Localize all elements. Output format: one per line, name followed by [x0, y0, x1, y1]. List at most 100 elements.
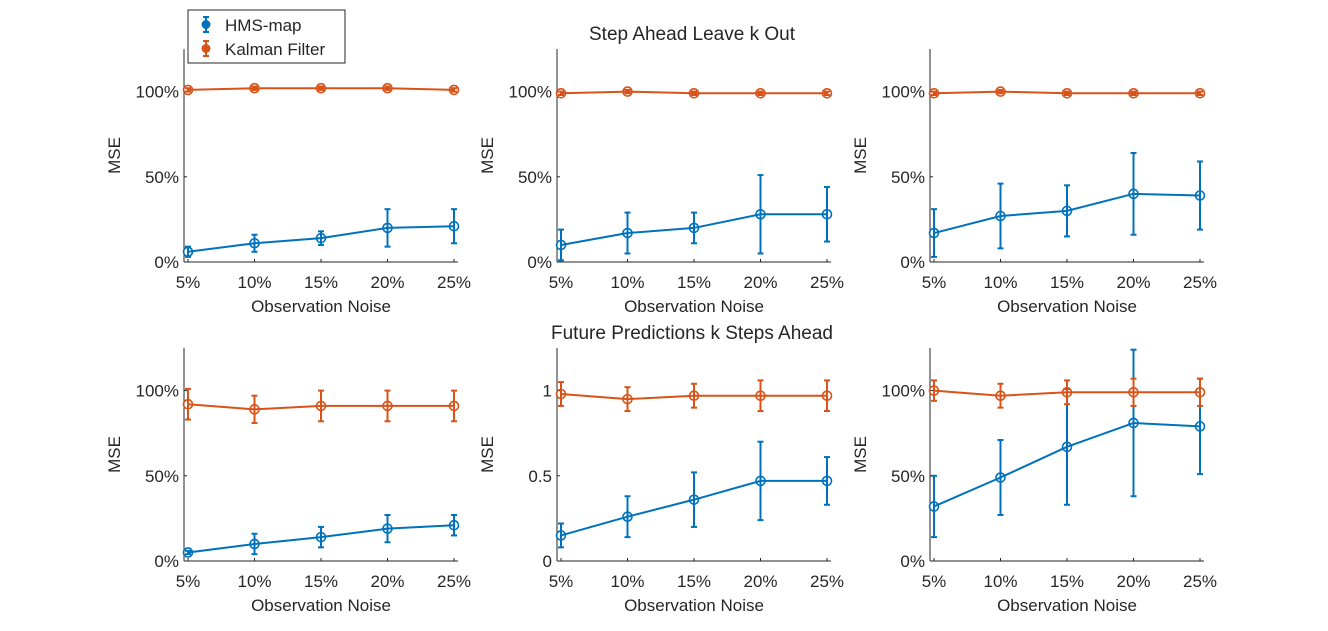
data-point	[1128, 188, 1139, 200]
y-tick-label: 50%	[145, 467, 179, 486]
error-bar	[185, 87, 191, 93]
error-bar	[1064, 90, 1070, 97]
data-point	[249, 404, 260, 415]
data-point	[448, 400, 460, 412]
y-axis-label: MSE	[851, 436, 870, 473]
error-bar	[384, 208, 391, 248]
x-tick-label: 10%	[237, 572, 271, 591]
error-bar	[558, 90, 564, 97]
error-bar	[384, 389, 391, 423]
data-point	[995, 390, 1006, 402]
error-bar	[624, 495, 631, 539]
series-kalman-filter	[182, 387, 460, 424]
x-tick-label: 20%	[743, 572, 777, 591]
data-point	[995, 472, 1006, 483]
series-kalman-filter	[555, 379, 833, 413]
series-hms-map	[928, 151, 1206, 258]
data-point	[382, 82, 393, 94]
x-tick-label: 15%	[677, 273, 711, 292]
y-tick-label: 0%	[900, 552, 925, 571]
data-point	[821, 475, 833, 487]
y-tick-label: 0%	[154, 552, 179, 571]
error-bar	[931, 208, 937, 258]
error-bar	[1130, 377, 1137, 407]
data-point	[1194, 190, 1206, 201]
y-tick-label: 100%	[882, 382, 925, 401]
error-bar	[318, 85, 324, 91]
x-tick-label: 20%	[370, 273, 404, 292]
error-bar	[824, 186, 830, 243]
data-point	[928, 227, 940, 239]
y-tick-label: 100%	[509, 83, 552, 102]
x-tick-label: 5%	[549, 273, 574, 292]
data-point	[315, 400, 327, 412]
error-bar	[251, 394, 258, 424]
error-bar	[997, 382, 1004, 409]
error-bar	[691, 90, 697, 97]
data-point	[1194, 387, 1206, 398]
data-point	[555, 530, 567, 541]
error-bar	[251, 85, 258, 91]
y-tick-label: 0	[543, 552, 552, 571]
error-bar	[1130, 348, 1137, 498]
error-bar	[757, 379, 764, 413]
data-point	[182, 398, 194, 410]
error-bar	[931, 474, 937, 539]
data-point	[555, 239, 567, 251]
error-bar	[318, 525, 324, 549]
chart-panel-1: 0% 50% 100% 5% 10% 15% 20% 25% Observation Noise…	[105, 49, 471, 316]
x-tick-label: 15%	[1050, 572, 1084, 591]
error-bar	[691, 471, 697, 528]
error-bar	[624, 211, 631, 255]
y-tick-label: 0%	[154, 253, 179, 272]
series-kalman-filter	[555, 86, 833, 99]
x-tick-label: 25%	[810, 572, 844, 591]
data-point	[1061, 88, 1073, 99]
error-bar	[451, 513, 457, 537]
error-bar	[558, 228, 564, 262]
data-point	[448, 84, 460, 96]
error-bar	[931, 379, 937, 402]
data-point	[622, 393, 633, 405]
error-bar	[384, 513, 391, 544]
error-bar	[1130, 90, 1137, 97]
data-point	[622, 86, 633, 97]
data-point	[249, 82, 260, 94]
x-tick-label: 10%	[610, 273, 644, 292]
data-point	[928, 88, 940, 99]
error-bar	[251, 233, 258, 253]
data-point	[821, 208, 833, 220]
y-axis-label: MSE	[105, 137, 124, 174]
data-point	[688, 494, 700, 505]
y-axis-label: MSE	[851, 137, 870, 174]
error-bar	[997, 88, 1004, 95]
error-bar	[1064, 379, 1070, 406]
data-point	[1194, 421, 1206, 432]
x-tick-label: 20%	[1116, 572, 1150, 591]
error-bar	[824, 90, 830, 97]
y-tick-label: 50%	[891, 168, 925, 187]
x-tick-label: 15%	[304, 572, 338, 591]
data-point	[688, 88, 700, 99]
x-axis-label: Observation Noise	[251, 297, 391, 316]
x-tick-label: 10%	[237, 273, 271, 292]
error-bar	[185, 549, 191, 556]
chart-panel-6: 0% 50% 100% 5% 10% 15% 20% 25% Observation Noise…	[851, 348, 1217, 615]
legend-label-hms: HMS-map	[225, 16, 302, 35]
data-point	[555, 88, 567, 99]
data-point	[315, 232, 327, 244]
y-axis-label: MSE	[478, 436, 497, 473]
data-point	[448, 220, 460, 232]
data-point	[821, 390, 833, 402]
y-tick-label: 1	[543, 382, 552, 401]
x-tick-label: 25%	[1183, 572, 1217, 591]
x-tick-label: 5%	[176, 572, 201, 591]
x-tick-label: 10%	[983, 273, 1017, 292]
x-tick-label: 5%	[922, 273, 947, 292]
plots-layer: 0%50%100%5% 10% 15% 20% 25%Observation Noise…	[105, 49, 1217, 615]
legend-marker-kalman	[201, 40, 211, 57]
data-point	[755, 88, 766, 99]
error-bar	[251, 532, 258, 556]
